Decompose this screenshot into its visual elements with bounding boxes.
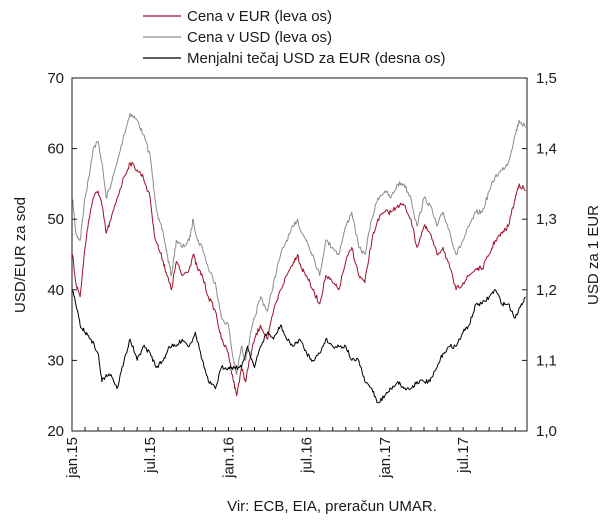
legend-label-0: Cena v EUR (leva os) (187, 8, 332, 25)
series-layer (71, 112, 526, 404)
y-axis-left: 20 30 40 50 60 70 (47, 70, 77, 440)
y-right-tick-label: 1,4 (536, 141, 557, 158)
y-right-tick-label: 1,3 (536, 211, 557, 228)
x-tick-label: jul.17 (455, 437, 472, 474)
legend: Cena v EUR (leva os) Cena v USD (leva os)… (143, 8, 445, 67)
x-tick-label: jan.16 (220, 437, 237, 479)
series-line-1 (71, 112, 526, 375)
x-tick-label: jul.15 (142, 437, 159, 474)
y-left-tick-label: 30 (47, 352, 64, 369)
y-left-tick-label: 70 (47, 70, 64, 87)
y-left-tick-label: 40 (47, 282, 64, 299)
plot-frame (71, 77, 528, 432)
x-axis: jan.15 jul.15 jan.16 jul.16 jan.17 jul.17 (64, 427, 516, 479)
y-right-tick-label: 1,1 (536, 352, 557, 369)
series-line-0 (71, 161, 526, 397)
y-axis-left-title: USD/EUR za sod (12, 197, 29, 313)
legend-label-1: Cena v USD (leva os) (187, 29, 332, 46)
y-right-tick-label: 1,2 (536, 282, 557, 299)
plot-area (71, 77, 528, 432)
series-line-2 (71, 289, 526, 404)
y-axis-right: 1,0 1,1 1,2 1,3 1,4 1,5 (522, 70, 557, 440)
y-left-tick-label: 20 (47, 423, 64, 440)
y-left-tick-label: 50 (47, 211, 64, 228)
y-axis-right-title: USD za 1 EUR (585, 205, 602, 305)
y-right-tick-label: 1,5 (536, 70, 557, 87)
x-tick-label: jul.16 (299, 437, 316, 474)
y-left-tick-label: 60 (47, 141, 64, 158)
x-tick-label: jan.17 (377, 437, 394, 479)
y-right-tick-label: 1,0 (536, 423, 557, 440)
source-note: Vir: ECB, EIA, preračun UMAR. (227, 498, 437, 515)
x-tick-label: jan.15 (64, 437, 81, 479)
legend-label-2: Menjalni tečaj USD za EUR (desna os) (187, 50, 445, 67)
